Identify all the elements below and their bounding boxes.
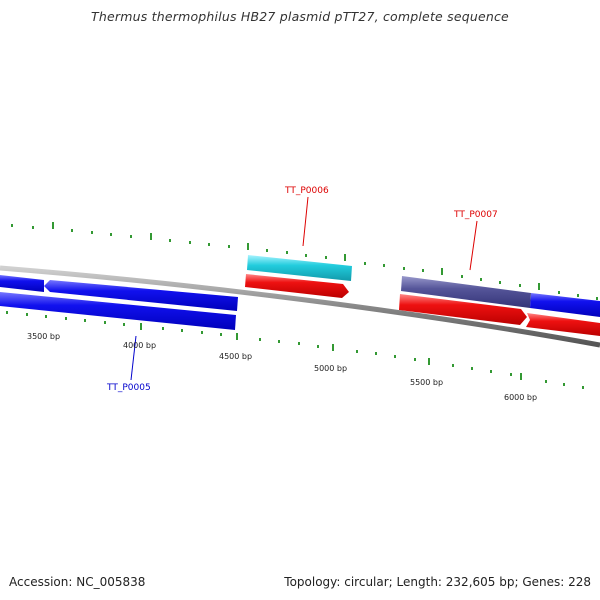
scale-label-5000: 5000 bp [314,364,347,373]
scale-label-6000: 6000 bp [504,393,537,402]
scale-label-5500: 5500 bp [410,378,443,387]
plasmid-backbone [0,265,600,348]
leader-line-tt-p0006 [302,196,309,247]
leader-line-tt-p0005 [130,335,137,381]
tick-marks-outer [11,222,598,300]
gene-label-tt-p0005[interactable]: TT_P0005 [106,383,151,393]
gene-label-tt-p0006[interactable]: TT_P0006 [284,186,329,196]
scale-label-4500: 4500 bp [219,352,252,361]
map-title: Thermus thermophilus HB27 plasmid pTT27,… [91,9,509,24]
scale-label-4000: 4000 bp [123,341,156,350]
gene-label-tt-p0007[interactable]: TT_P0007 [453,210,498,220]
gene-arrow-purple-tt-p0007[interactable] [401,276,531,308]
leader-line-tt-p0007 [469,220,478,271]
gene-arrow-red-right-lower-2[interactable] [526,313,600,336]
gene-arrow-blue-right-upper[interactable] [530,293,600,317]
gene-arrow-red-right-lower-1[interactable] [399,294,527,325]
gene-arrow-blue-lower-long[interactable] [0,292,236,330]
tick-marks-inner [6,311,584,389]
scale-label-3500: 3500 bp [27,332,60,341]
accession-text: Accession: NC_005838 [9,575,146,589]
gene-arrow-cyan-tt-p0006[interactable] [247,255,352,281]
summary-text: Topology: circular; Length: 232,605 bp; … [284,575,591,589]
gene-arrow-red-tt-p0006[interactable] [245,274,349,298]
gene-arrow-blue-upper-long[interactable] [44,280,238,311]
gene-arrow-blue-upper-left[interactable] [0,275,44,292]
